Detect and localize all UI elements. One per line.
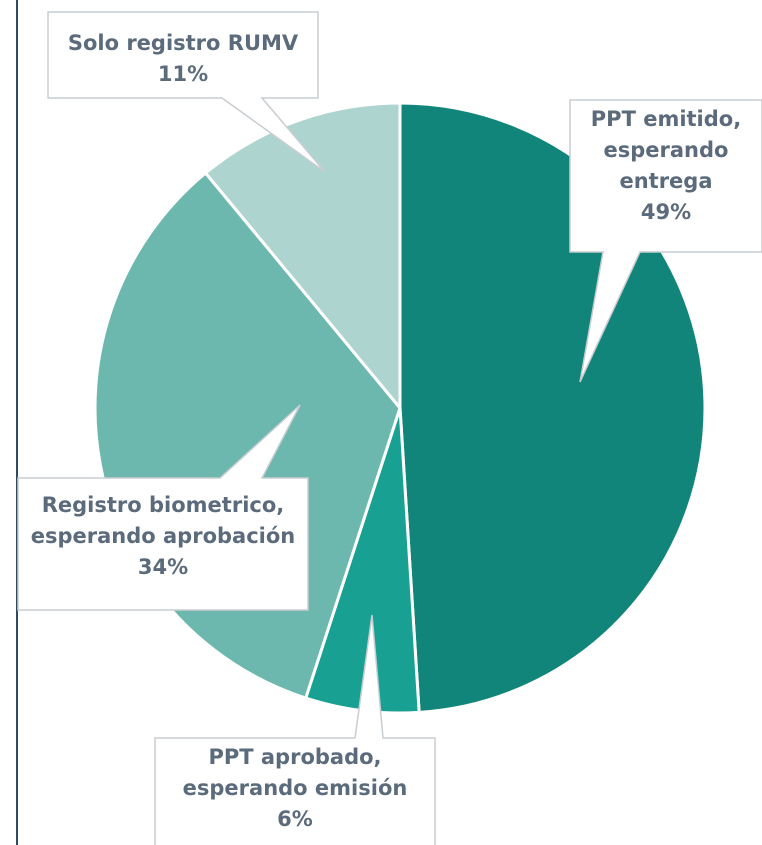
- callout-box: [569, 99, 762, 383]
- callout-box: [47, 11, 326, 173]
- category-label: Registro biometrico, esperando aprobació…: [30, 493, 296, 548]
- category-label: Solo registro RUMV: [67, 31, 299, 55]
- callout-label: Solo registro RUMV 11%: [48, 28, 318, 90]
- callout-label: Registro biometrico, esperando aprobació…: [18, 490, 308, 583]
- value-label: 34%: [137, 555, 189, 579]
- category-label: PPT aprobado, esperando emisión: [182, 745, 408, 800]
- category-label: PPT emitido, esperando entrega: [590, 107, 742, 193]
- callout-label: PPT aprobado, esperando emisión 6%: [155, 742, 435, 835]
- callout-box: [154, 614, 436, 845]
- value-label: 6%: [277, 807, 313, 831]
- callout-boxes: [17, 11, 762, 845]
- callout-box: [17, 404, 309, 611]
- value-label: 49%: [640, 200, 692, 224]
- value-label: 11%: [157, 62, 209, 86]
- callout-label: PPT emitido, esperando entrega 49%: [570, 104, 762, 228]
- pie-slice: [203, 101, 402, 413]
